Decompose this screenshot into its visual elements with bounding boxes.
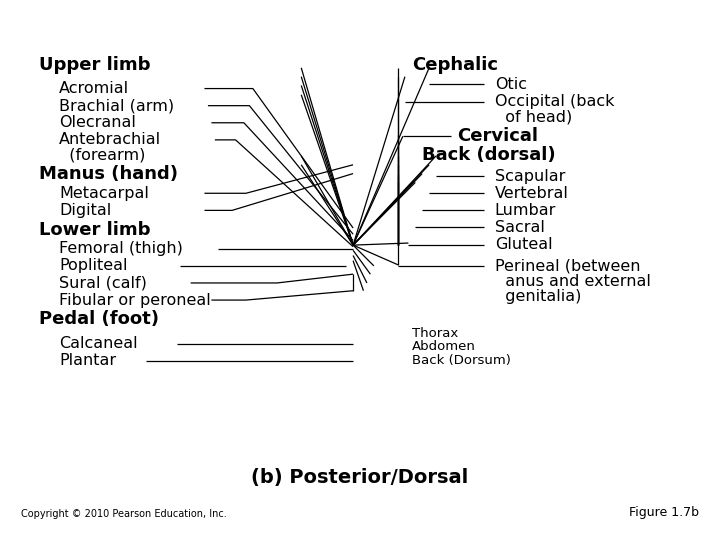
Text: Figure 1.7b: Figure 1.7b [629, 506, 698, 519]
Text: Popliteal: Popliteal [59, 258, 128, 273]
Text: Perineal (between: Perineal (between [495, 258, 640, 273]
Text: Digital: Digital [59, 203, 112, 218]
Text: Thorax: Thorax [412, 327, 458, 340]
Text: Sural (calf): Sural (calf) [59, 275, 147, 291]
Text: anus and external: anus and external [495, 274, 651, 289]
Text: Plantar: Plantar [59, 353, 117, 368]
Text: Lower limb: Lower limb [39, 220, 150, 239]
Text: Back (dorsal): Back (dorsal) [422, 146, 556, 164]
Text: Back (Dorsum): Back (Dorsum) [412, 354, 510, 367]
Text: Femoral (thigh): Femoral (thigh) [59, 241, 183, 256]
Text: of head): of head) [495, 109, 572, 124]
Text: Abdomen: Abdomen [412, 340, 476, 353]
Text: Cervical: Cervical [456, 127, 538, 145]
Text: genitalia): genitalia) [495, 289, 581, 305]
Text: Occipital (back: Occipital (back [495, 94, 614, 109]
Text: Pedal (foot): Pedal (foot) [39, 310, 158, 328]
Text: Upper limb: Upper limb [39, 56, 150, 74]
Text: Calcaneal: Calcaneal [59, 336, 138, 351]
Text: Metacarpal: Metacarpal [59, 186, 149, 201]
Text: Otic: Otic [495, 77, 527, 92]
Text: Vertebral: Vertebral [495, 186, 569, 201]
Text: Sacral: Sacral [495, 220, 544, 235]
Text: Olecranal: Olecranal [59, 115, 136, 130]
Text: (b) Posterior/Dorsal: (b) Posterior/Dorsal [251, 468, 469, 487]
Text: Lumbar: Lumbar [495, 203, 556, 218]
Text: Copyright © 2010 Pearson Education, Inc.: Copyright © 2010 Pearson Education, Inc. [22, 509, 227, 519]
Text: Gluteal: Gluteal [495, 237, 552, 252]
Text: Fibular or peroneal: Fibular or peroneal [59, 293, 211, 308]
Text: Manus (hand): Manus (hand) [39, 165, 178, 183]
Text: Scapular: Scapular [495, 168, 565, 184]
Text: Antebrachial: Antebrachial [59, 132, 161, 147]
Text: Brachial (arm): Brachial (arm) [59, 98, 174, 113]
Text: Cephalic: Cephalic [412, 56, 498, 74]
Text: (forearm): (forearm) [59, 147, 145, 163]
Text: Acromial: Acromial [59, 81, 130, 96]
